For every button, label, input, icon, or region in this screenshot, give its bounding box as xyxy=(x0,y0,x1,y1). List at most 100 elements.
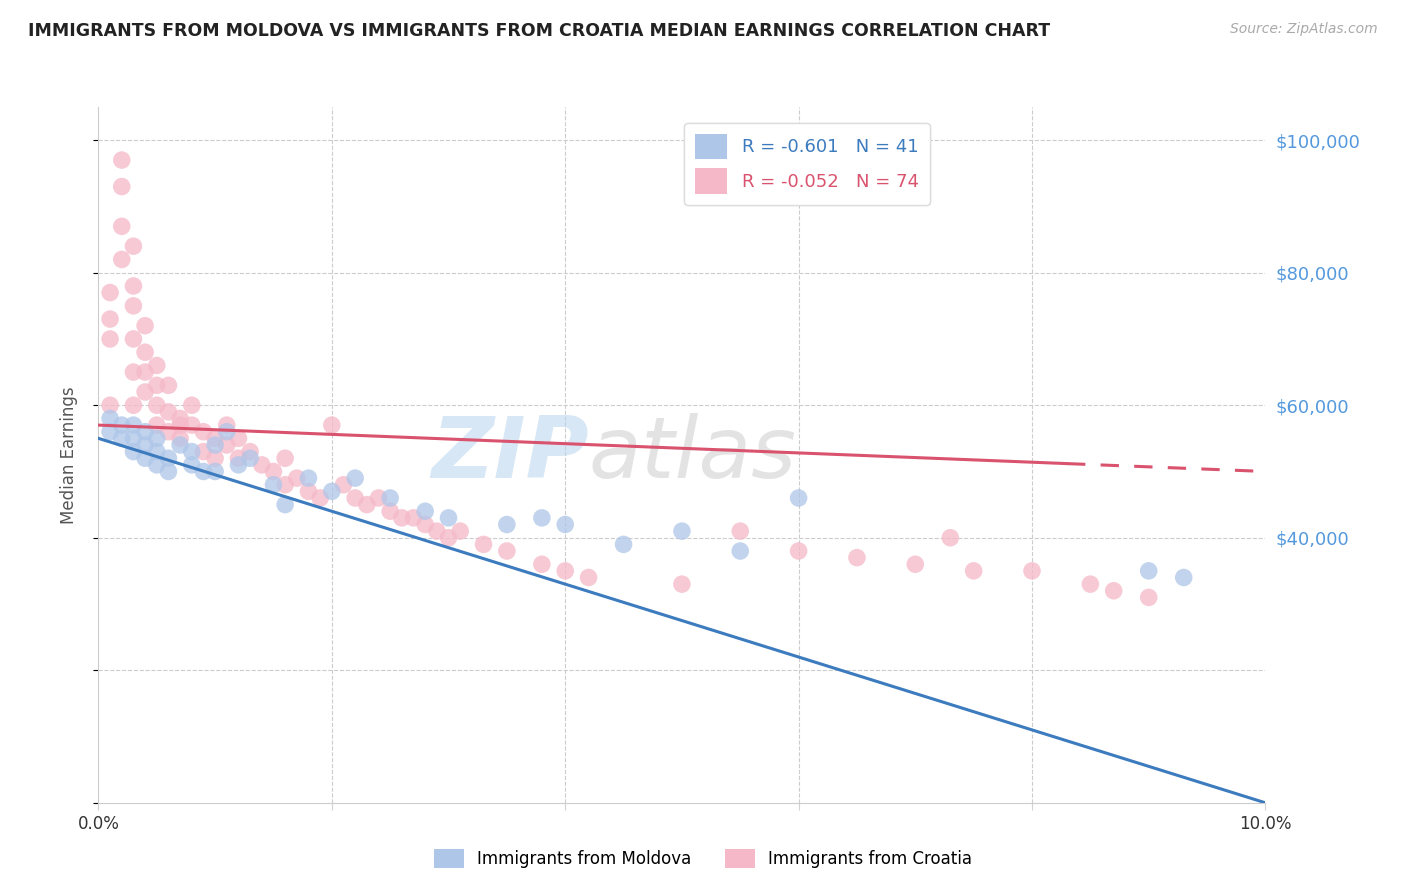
Point xyxy=(391,511,413,525)
Point xyxy=(146,378,169,392)
Point xyxy=(134,384,156,399)
Point xyxy=(413,517,436,532)
Point xyxy=(449,524,471,538)
Point xyxy=(274,451,297,466)
Point xyxy=(157,451,180,466)
Point xyxy=(180,418,202,433)
Point xyxy=(530,511,553,525)
Point xyxy=(157,405,180,419)
Point xyxy=(274,477,297,491)
Point xyxy=(426,524,449,538)
Point xyxy=(262,465,284,479)
Point xyxy=(134,451,156,466)
Point xyxy=(578,570,600,584)
Point xyxy=(297,484,319,499)
Point xyxy=(111,431,134,445)
Point xyxy=(239,444,262,458)
Point xyxy=(356,498,378,512)
Point xyxy=(122,365,145,379)
Point xyxy=(146,458,169,472)
Point xyxy=(215,438,238,452)
Point xyxy=(1102,583,1125,598)
Point xyxy=(122,398,145,412)
Point xyxy=(122,431,145,445)
Point xyxy=(250,458,273,472)
Point xyxy=(169,418,191,433)
Point xyxy=(180,398,202,412)
Point xyxy=(98,312,121,326)
Point xyxy=(122,299,145,313)
Point xyxy=(554,517,576,532)
Point xyxy=(98,285,121,300)
Point xyxy=(962,564,984,578)
Point xyxy=(1137,564,1160,578)
Point xyxy=(1080,577,1102,591)
Point xyxy=(344,471,367,485)
Point xyxy=(215,425,238,439)
Point xyxy=(134,425,156,439)
Point xyxy=(204,465,226,479)
Point xyxy=(98,425,121,439)
Text: Source: ZipAtlas.com: Source: ZipAtlas.com xyxy=(1230,22,1378,37)
Point xyxy=(122,279,145,293)
Point xyxy=(437,531,460,545)
Point xyxy=(157,425,180,439)
Point xyxy=(111,252,134,267)
Point xyxy=(193,444,215,458)
Point xyxy=(146,444,169,458)
Point xyxy=(98,332,121,346)
Point xyxy=(262,477,284,491)
Point xyxy=(728,544,751,558)
Point xyxy=(321,484,343,499)
Point xyxy=(1173,570,1195,584)
Point xyxy=(169,411,191,425)
Point xyxy=(122,418,145,433)
Point xyxy=(122,332,145,346)
Point xyxy=(204,438,226,452)
Point xyxy=(228,431,250,445)
Point xyxy=(378,491,402,505)
Point xyxy=(169,431,191,445)
Point xyxy=(204,451,226,466)
Point xyxy=(1137,591,1160,605)
Point xyxy=(180,458,202,472)
Point xyxy=(845,550,868,565)
Point xyxy=(134,318,156,333)
Point xyxy=(228,451,250,466)
Point xyxy=(157,378,180,392)
Point xyxy=(554,564,576,578)
Point xyxy=(904,558,927,572)
Point xyxy=(111,418,134,433)
Point xyxy=(671,577,693,591)
Point xyxy=(134,438,156,452)
Point xyxy=(239,451,262,466)
Point xyxy=(98,398,121,412)
Point xyxy=(215,418,238,433)
Point xyxy=(157,465,180,479)
Point xyxy=(111,219,134,234)
Point xyxy=(193,425,215,439)
Point xyxy=(146,431,169,445)
Point xyxy=(146,359,169,373)
Point xyxy=(495,544,517,558)
Point xyxy=(787,544,810,558)
Text: ZIP: ZIP xyxy=(430,413,589,497)
Point xyxy=(98,411,121,425)
Point xyxy=(274,498,297,512)
Point xyxy=(671,524,693,538)
Point xyxy=(169,438,191,452)
Point xyxy=(437,511,460,525)
Y-axis label: Median Earnings: Median Earnings xyxy=(59,386,77,524)
Point xyxy=(134,365,156,379)
Point xyxy=(228,458,250,472)
Point xyxy=(146,398,169,412)
Point xyxy=(612,537,634,551)
Point xyxy=(367,491,389,505)
Point xyxy=(122,239,145,253)
Point xyxy=(134,345,156,359)
Text: atlas: atlas xyxy=(589,413,797,497)
Point xyxy=(321,418,343,433)
Point xyxy=(344,491,367,505)
Point xyxy=(309,491,332,505)
Point xyxy=(495,517,517,532)
